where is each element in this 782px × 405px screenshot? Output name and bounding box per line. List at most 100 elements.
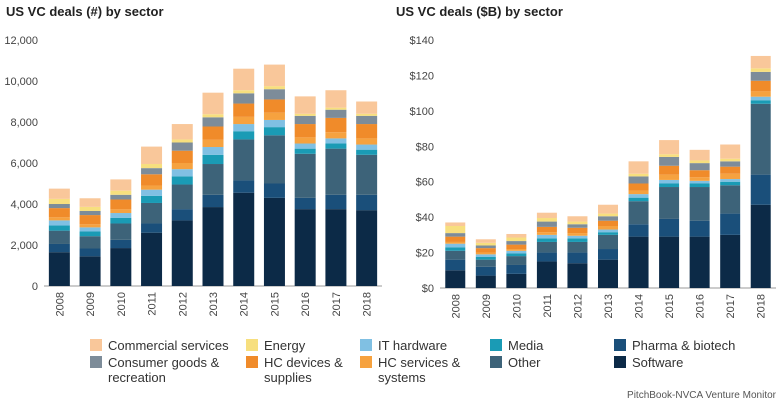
x-tick-label: 2012 xyxy=(177,292,189,316)
bar-segment-hc-services-systems xyxy=(141,185,163,190)
chart-title-deal-value: US VC deals ($B) by sector xyxy=(396,4,563,19)
bar-segment-media xyxy=(325,143,347,149)
deal-count-chart: 0 2,000 4,000 6,000 8,000 10,000 12,000 2008 200… xyxy=(4,35,382,316)
bar-segment-other xyxy=(445,250,466,260)
bar-segment-energy xyxy=(325,107,347,110)
bar-segment-hc-devices-supplies xyxy=(445,236,466,242)
bar-segment-it-hardware xyxy=(79,227,101,232)
bar-segment-other xyxy=(659,187,680,219)
bar-segment-it-hardware xyxy=(356,144,378,150)
legend-swatch xyxy=(246,356,258,368)
bar-segment-it-hardware xyxy=(475,254,496,257)
bar-segment-hc-services-systems xyxy=(48,217,70,221)
bar-segment-pharma-biotech xyxy=(445,259,466,271)
bar-segment-hc-devices-supplies xyxy=(294,124,316,138)
legend-item: Consumer goods & recreation xyxy=(90,355,219,385)
source-note: PitchBook-NVCA Venture Monitor xyxy=(627,390,776,401)
bar-segment-energy xyxy=(141,164,163,169)
legend-label: Media xyxy=(508,338,544,353)
bar-segment-commercial-services xyxy=(202,92,224,115)
bar-segment-commercial-services xyxy=(750,55,771,69)
bar-segment-energy xyxy=(567,221,588,225)
bar-segment-commercial-services xyxy=(720,144,741,159)
bar-segment-commercial-services xyxy=(445,222,466,226)
bar-segment-consumer-goods-recreation xyxy=(445,233,466,237)
bar-segment-other xyxy=(506,256,527,265)
x-tick-label: 2011 xyxy=(542,294,554,318)
y-tick-label: 8,000 xyxy=(10,117,38,129)
bar-segment-consumer-goods-recreation xyxy=(475,245,496,249)
bar-segment-energy xyxy=(506,237,527,242)
bar-segment-it-hardware xyxy=(750,96,771,101)
bar-segment-hc-devices-supplies xyxy=(720,166,741,174)
bar-segment-it-hardware xyxy=(202,147,224,155)
bar-segment-pharma-biotech xyxy=(659,218,680,237)
y-tick-label: 6,000 xyxy=(10,158,38,170)
y-tick-label: 4,000 xyxy=(10,199,38,211)
bar-segment-commercial-services xyxy=(171,124,193,140)
bar-segment-consumer-goods-recreation xyxy=(110,194,132,200)
bar-segment-media xyxy=(475,257,496,260)
legend-item: HC devices & supplies xyxy=(246,355,343,385)
bar-segment-energy xyxy=(750,68,771,72)
bar-segment-hc-devices-supplies xyxy=(567,227,588,234)
bar-segment-commercial-services xyxy=(263,64,285,87)
x-tick-label: 2009 xyxy=(85,292,97,316)
bar-segment-software xyxy=(750,204,771,288)
legend-item: IT hardware xyxy=(360,338,447,353)
legend-label: Commercial services xyxy=(108,338,229,353)
bar-segment-energy xyxy=(445,226,466,234)
x-tick-label: 2015 xyxy=(664,294,676,318)
bar-segment-commercial-services xyxy=(689,149,710,161)
bar-segment-consumer-goods-recreation xyxy=(263,89,285,100)
legend-label: HC devices & supplies xyxy=(264,355,343,385)
bar-segment-consumer-goods-recreation xyxy=(750,71,771,81)
bar-segment-hc-devices-supplies xyxy=(141,174,163,186)
bar-segment-consumer-goods-recreation xyxy=(233,93,255,104)
y-tick-label: $80 xyxy=(416,141,434,153)
bar-segment-hc-services-systems xyxy=(750,91,771,97)
x-tick-label: 2018 xyxy=(362,292,374,316)
bar-segment-media xyxy=(445,247,466,251)
bar-segment-hc-devices-supplies xyxy=(48,208,70,218)
bar-segment-pharma-biotech xyxy=(202,194,224,208)
bar-segment-consumer-goods-recreation xyxy=(202,117,224,127)
bar-segment-other xyxy=(202,164,224,195)
bar-segment-energy xyxy=(689,160,710,164)
bar-segment-media xyxy=(536,238,557,242)
bar-segment-consumer-goods-recreation xyxy=(294,115,316,125)
bar-segment-media xyxy=(506,253,527,257)
bar-segment-it-hardware xyxy=(506,250,527,254)
bar-segment-software xyxy=(628,236,649,288)
bar-segment-media xyxy=(202,154,224,165)
bar-segment-other xyxy=(689,187,710,221)
x-tick-label: 2009 xyxy=(481,294,493,318)
bar-segment-pharma-biotech xyxy=(263,183,285,198)
bar-segment-energy xyxy=(48,198,70,205)
bar-segment-other xyxy=(356,154,378,195)
bar-segment-commercial-services xyxy=(598,204,618,214)
bar-segment-software xyxy=(141,232,163,286)
bar-segment-consumer-goods-recreation xyxy=(171,142,193,151)
bar-segment-software xyxy=(325,209,347,287)
y-tick-label: $100 xyxy=(410,106,434,118)
legend-label: Consumer goods & recreation xyxy=(108,355,220,385)
legend-label: Pharma & biotech xyxy=(632,338,736,353)
bar-segment-it-hardware xyxy=(445,243,466,248)
bar-segment-commercial-services xyxy=(48,188,70,199)
bar-segment-software xyxy=(48,252,70,286)
y-tick-label: 0 xyxy=(32,281,38,293)
bar-segment-consumer-goods-recreation xyxy=(720,161,741,167)
bar-segment-hc-services-systems xyxy=(79,224,101,228)
bar-segment-hc-services-systems xyxy=(506,249,527,251)
bar-segment-other xyxy=(325,148,347,195)
bar-segment-hc-services-systems xyxy=(294,137,316,144)
bar-segment-other xyxy=(79,236,101,249)
x-tick-label: 2010 xyxy=(116,292,128,316)
bar-segment-consumer-goods-recreation xyxy=(567,224,588,228)
bar-segment-hc-services-systems xyxy=(233,116,255,125)
bar-segment-pharma-biotech xyxy=(356,194,378,211)
bar-segment-hc-services-systems xyxy=(567,233,588,236)
bar-segment-hc-services-systems xyxy=(475,252,496,255)
bar-segment-media xyxy=(233,131,255,140)
